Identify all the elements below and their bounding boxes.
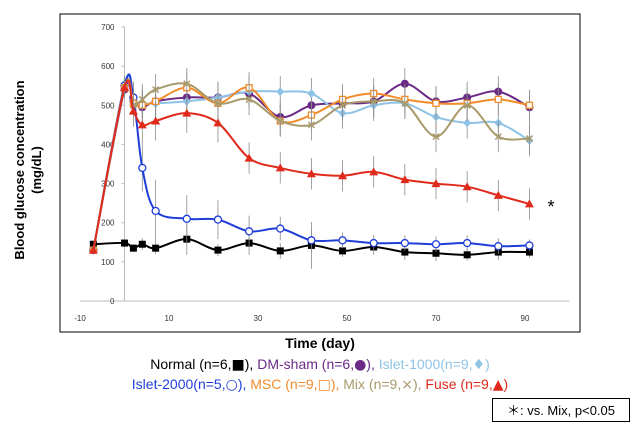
y-axis-label: Blood glucose concentration (mg/dL) (12, 80, 44, 259)
marker-triangle (275, 163, 285, 172)
marker-x-b (245, 95, 253, 103)
marker-triangle (431, 179, 441, 188)
marker-square (339, 247, 347, 255)
marker-triangle (493, 190, 503, 199)
y-tick-label: 700 (101, 23, 115, 32)
y-axis-label-line2: (mg/dL) (29, 146, 44, 194)
marker-triangle (400, 175, 410, 184)
marker-triangle (369, 167, 379, 176)
marker-x-b (432, 133, 440, 141)
marker-triangle (151, 116, 161, 125)
marker-diamond (463, 118, 472, 128)
legend-dm-sham: DM-sham (n=6,●), (257, 356, 375, 373)
footnote-text: ＊: vs. Mix, p<0.05 (506, 403, 615, 418)
legend-mix: Mix (n=9,×), (343, 376, 422, 393)
marker-triangle (137, 120, 147, 129)
marker-x-b (339, 101, 347, 109)
legend-normal: Normal (n=6,■), (150, 356, 254, 373)
y-tick-label: 400 (101, 140, 115, 149)
marker-circle-open (213, 215, 223, 224)
legend-islet-1000: Islet-1000(n=9,♦) (378, 356, 490, 373)
marker-square (152, 244, 160, 252)
footnote-box: ＊: vs. Mix, p<0.05 (492, 398, 630, 422)
series-layer (88, 68, 534, 269)
marker-circle-open (369, 238, 378, 248)
legend-row-1: Normal (n=6,■), DM-sham (n=6,●), Islet-1… (0, 356, 640, 373)
marker-circle-open (462, 238, 472, 248)
marker-x-b (463, 101, 471, 109)
marker-triangle (182, 108, 192, 117)
y-axis-label-line1: Blood glucose concentration (12, 80, 27, 259)
y-tick-label: 500 (101, 101, 115, 110)
x-tick-label: 90 (521, 314, 530, 323)
marker-square (525, 248, 533, 256)
x-tick-label: 30 (254, 314, 263, 323)
marker-square (129, 244, 137, 252)
legend-row-2: Islet-2000(n=5,○), MSC (n=9,□), Mix (n=9… (0, 376, 640, 393)
marker-square-open (494, 95, 502, 104)
marker-triangle (244, 153, 254, 162)
x-tick-label: 50 (343, 314, 352, 323)
y-tick-label: 200 (101, 219, 115, 228)
marker-square-open (432, 99, 440, 107)
marker-circle-open (244, 227, 254, 236)
legend-islet-2000: Islet-2000(n=5,○), (131, 376, 247, 393)
marker-triangle (524, 199, 534, 208)
marker-square-open (525, 101, 534, 109)
plot-frame (59, 13, 581, 333)
marker-diamond (276, 87, 285, 97)
marker-square (214, 246, 222, 254)
y-tick-label: 300 (101, 180, 115, 189)
marker-square (401, 248, 409, 256)
legend-fuse: Fuse (n=9,▲) (425, 376, 509, 393)
x-axis-label: Time (day) (285, 335, 355, 351)
marker-square (121, 239, 128, 247)
x-tick-label: -10 (74, 314, 86, 323)
marker-circle-open (338, 236, 347, 245)
y-tick-label: 600 (101, 62, 115, 71)
series-mix (89, 68, 533, 254)
marker-x-b (152, 86, 160, 94)
legend-msc: MSC (n=9,□), (250, 376, 340, 393)
axes: 0 100 200 300 400 500 600 700 -10 10 30 50 70 90 (74, 23, 570, 323)
marker-x-b (276, 117, 284, 125)
y-tick-label: 0 (110, 297, 115, 306)
marker-triangle (338, 171, 348, 180)
y-tick-label: 100 (101, 258, 115, 267)
marker-circle-open (276, 224, 285, 233)
series-fuse (88, 79, 534, 254)
marker-triangle (462, 182, 472, 191)
marker-circle-open (138, 163, 147, 173)
x-tick-label: 70 (432, 314, 441, 323)
marker-x-b (138, 95, 146, 103)
marker-circle-open (494, 242, 503, 251)
marker-circle-open (400, 238, 410, 248)
marker-triangle (128, 106, 138, 115)
marker-x-b (370, 97, 378, 105)
significance-asterisk: * (547, 197, 554, 217)
marker-square (89, 240, 97, 248)
marker-diamond (307, 89, 316, 99)
marker-x-b (494, 133, 502, 141)
marker-square (138, 240, 146, 248)
marker-triangle (213, 118, 223, 127)
marker-circle-open (431, 240, 441, 249)
marker-circle-open (307, 236, 316, 245)
marker-triangle (306, 169, 316, 178)
marker-triangle (88, 245, 98, 254)
marker-circle-open (182, 214, 191, 223)
marker-x-b (401, 99, 409, 107)
marker-circle-open (151, 206, 160, 216)
marker-triangle (120, 83, 129, 92)
marker-square (432, 249, 440, 257)
marker-square (276, 247, 284, 255)
marker-x-b (525, 135, 533, 143)
x-tick-label: 10 (165, 314, 174, 323)
marker-x-b (307, 121, 315, 129)
marker-square (463, 251, 471, 259)
marker-x-b (183, 80, 191, 88)
marker-circle-open (525, 241, 534, 250)
